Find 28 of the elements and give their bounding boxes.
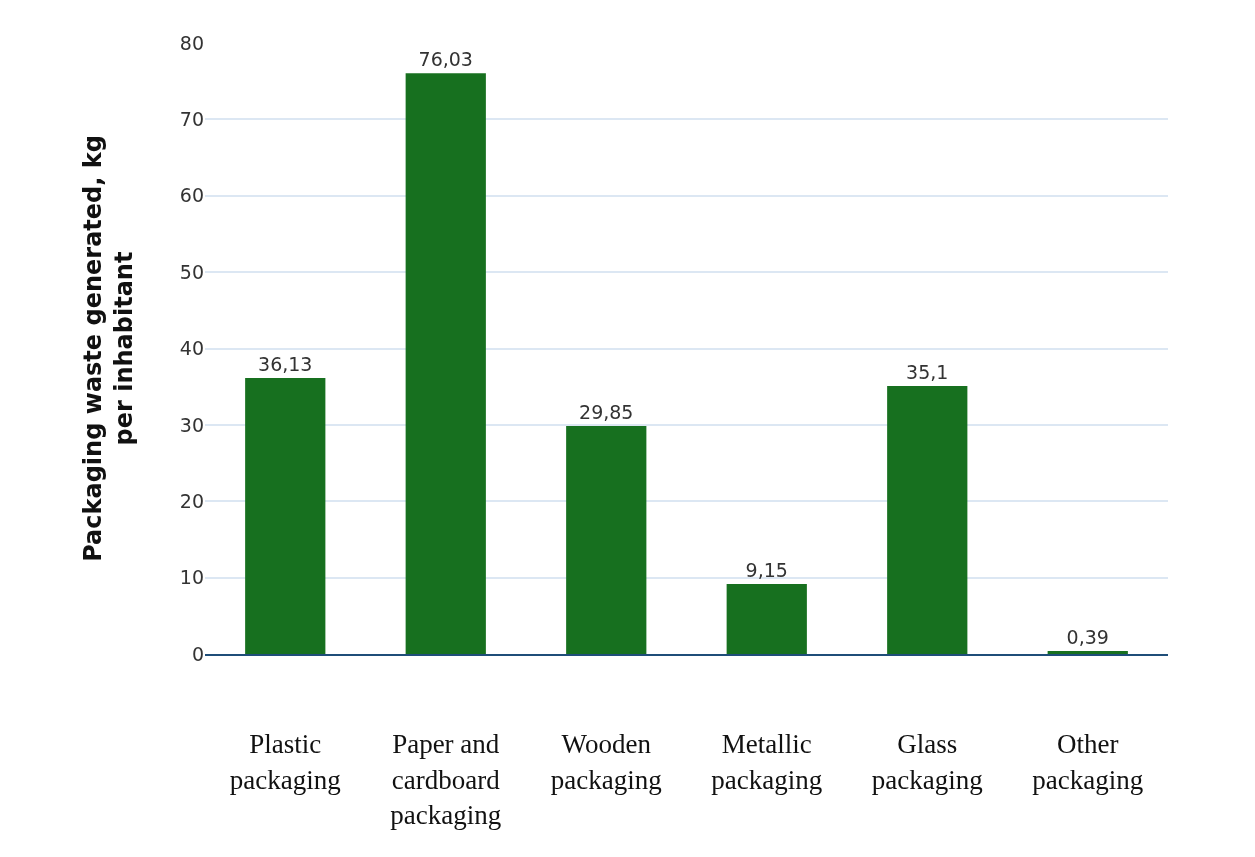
- bar: [405, 73, 486, 654]
- bar: [726, 584, 807, 654]
- data-label: 36,13: [258, 353, 313, 376]
- x-tick-label: Metallic packaging: [711, 729, 823, 795]
- y-tick-label: 50: [179, 260, 204, 283]
- bar: [245, 378, 326, 654]
- y-tick-label: 0: [191, 642, 204, 665]
- data-label: 76,03: [418, 48, 473, 71]
- x-tick-label: Other packaging: [1032, 729, 1144, 795]
- data-label: 35,1: [906, 360, 949, 383]
- bar: [566, 426, 647, 654]
- data-label: 9,15: [745, 559, 788, 582]
- x-tick-label: Glass packaging: [871, 729, 983, 795]
- y-tick-label: 70: [179, 108, 204, 131]
- bar: [1047, 651, 1128, 654]
- x-tick-label: Paper and cardboard packaging: [390, 729, 502, 830]
- data-label: 0,39: [1066, 626, 1109, 649]
- data-label: 29,85: [579, 401, 634, 424]
- y-tick-label: 30: [179, 413, 204, 436]
- y-tick-label: 80: [179, 31, 204, 54]
- bar: [887, 385, 968, 654]
- y-axis-title: Packaging waste generated, kg per inhabitant: [78, 135, 138, 562]
- y-tick-label: 20: [179, 489, 204, 512]
- y-tick-label: 40: [179, 337, 204, 360]
- y-tick-label: 10: [179, 566, 204, 589]
- x-tick-label: Wooden packaging: [550, 729, 662, 795]
- x-tick-label: Plastic packaging: [229, 729, 341, 795]
- y-tick-label: 60: [179, 184, 204, 207]
